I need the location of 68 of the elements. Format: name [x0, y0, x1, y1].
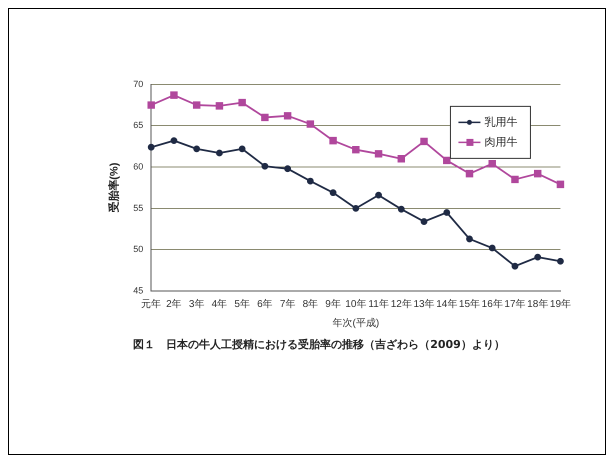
x-tick-label: 2年	[166, 298, 182, 310]
point	[557, 258, 564, 265]
point	[352, 204, 360, 212]
x-tick-label: 6年	[257, 298, 273, 310]
y-tick-label: 65	[133, 120, 144, 130]
point	[170, 137, 178, 144]
x-tick-label: 元年	[141, 298, 162, 310]
point	[488, 244, 496, 252]
x-tick-label: 14年	[436, 298, 458, 310]
point	[284, 165, 292, 172]
legend-label: 肉用牛	[484, 135, 518, 148]
x-tick-label: 16年	[482, 298, 503, 310]
point	[216, 102, 224, 110]
point	[375, 192, 382, 199]
x-axis-title: 年次(平成)	[332, 316, 380, 329]
y-tick-label: 50	[133, 244, 144, 254]
point	[534, 170, 542, 178]
point	[420, 218, 428, 225]
x-tick-label: 17年	[504, 298, 526, 310]
point	[306, 178, 314, 184]
x-tick-label: 18年	[527, 298, 548, 310]
point	[192, 101, 200, 109]
point	[147, 101, 155, 109]
x-tick-label: 15年	[458, 298, 480, 310]
point	[466, 170, 474, 178]
x-tick-label: 5年	[234, 298, 250, 310]
point	[193, 145, 200, 152]
point	[512, 262, 518, 270]
caption: 図１ 日本の牛人工授精における受胎率の推移（吉ざわら（2009）より）	[132, 337, 506, 352]
legend-label: 乳用牛	[484, 115, 518, 128]
x-tick-label: 4年	[212, 298, 228, 310]
point	[488, 160, 496, 168]
x-tick-label: 3年	[188, 298, 204, 310]
x-tick-label: 12年	[390, 298, 412, 310]
point	[238, 98, 246, 106]
y-axis-title: 受胎率(%)	[108, 162, 121, 214]
point	[261, 114, 269, 122]
x-tick-label: 7年	[280, 298, 296, 310]
point	[398, 206, 405, 213]
x-tick-label: 10年	[345, 298, 366, 310]
point	[374, 150, 382, 158]
point	[306, 120, 314, 128]
y-tick-label: 60	[133, 162, 144, 172]
point	[330, 189, 336, 196]
x-tick-label: 19年	[550, 298, 571, 310]
point	[534, 254, 542, 261]
point	[443, 209, 450, 216]
point	[170, 91, 178, 99]
point	[216, 150, 223, 156]
point	[420, 138, 428, 146]
y-tick-label: 70	[133, 78, 144, 89]
point	[556, 180, 564, 188]
point	[466, 236, 473, 242]
point	[398, 155, 406, 163]
point	[511, 176, 519, 184]
point	[443, 156, 450, 164]
point	[148, 144, 155, 151]
x-tick-label: 13年	[413, 298, 435, 310]
x-tick-label: 11年	[368, 298, 389, 310]
x-tick-label: 9年	[325, 298, 341, 310]
y-tick-label: 55	[133, 202, 144, 213]
x-tick-label: 8年	[302, 298, 318, 310]
point	[284, 112, 292, 120]
point	[329, 136, 337, 144]
point	[238, 145, 246, 152]
y-tick-label: 45	[133, 285, 144, 296]
point	[352, 146, 360, 154]
point	[261, 162, 268, 170]
